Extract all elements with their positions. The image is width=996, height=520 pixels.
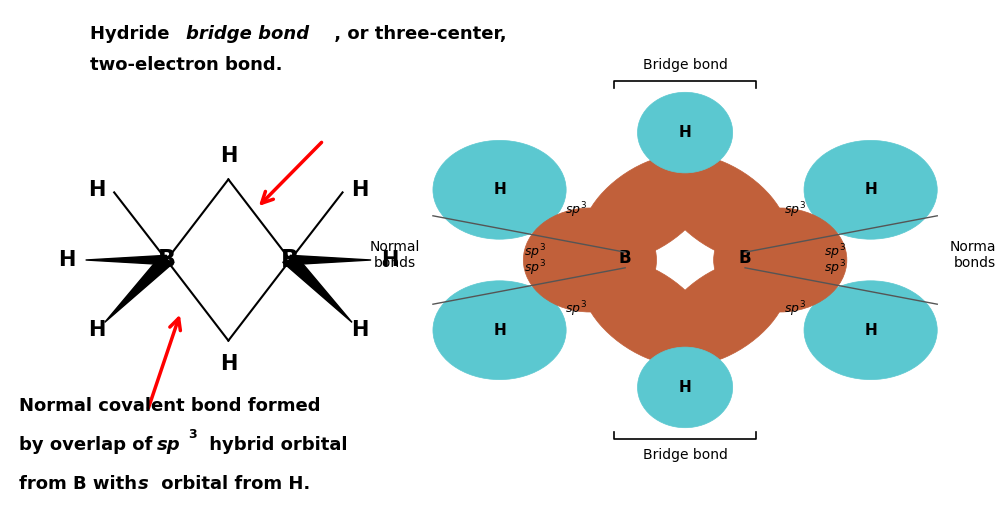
Text: B: B xyxy=(281,248,299,272)
Ellipse shape xyxy=(804,140,937,239)
Text: , or three-center,: , or three-center, xyxy=(329,25,507,43)
Text: Normal covalent bond formed: Normal covalent bond formed xyxy=(19,397,321,414)
Polygon shape xyxy=(105,258,174,322)
Text: H: H xyxy=(89,320,106,340)
Text: $sp^3$: $sp^3$ xyxy=(524,242,546,262)
Text: H: H xyxy=(865,323,877,337)
Ellipse shape xyxy=(637,347,733,427)
Polygon shape xyxy=(283,258,352,322)
Text: H: H xyxy=(351,320,369,340)
Text: H: H xyxy=(220,354,237,374)
Text: H: H xyxy=(865,183,877,197)
Text: sp: sp xyxy=(157,436,180,453)
Text: hybrid orbital: hybrid orbital xyxy=(202,436,348,453)
Text: H: H xyxy=(381,250,398,270)
Text: Hydride: Hydride xyxy=(91,25,176,43)
Text: H: H xyxy=(493,323,506,337)
Text: $sp^3$: $sp^3$ xyxy=(825,258,847,278)
Text: orbital from H.: orbital from H. xyxy=(155,475,311,492)
Text: Normal
bonds: Normal bonds xyxy=(950,240,996,270)
Text: from B with: from B with xyxy=(19,475,143,492)
Text: $sp^3$: $sp^3$ xyxy=(784,201,806,220)
Text: H: H xyxy=(220,146,237,166)
Text: 3: 3 xyxy=(188,427,197,441)
Ellipse shape xyxy=(637,93,733,173)
Text: s: s xyxy=(138,475,148,492)
Ellipse shape xyxy=(714,208,847,312)
Text: H: H xyxy=(493,183,506,197)
Text: bridge bond: bridge bond xyxy=(185,25,309,43)
Text: H: H xyxy=(678,125,691,140)
Ellipse shape xyxy=(433,140,566,239)
Text: H: H xyxy=(89,180,106,200)
Text: B: B xyxy=(739,250,751,267)
Text: $sp^3$: $sp^3$ xyxy=(784,300,806,319)
Text: Normal
bonds: Normal bonds xyxy=(370,240,420,270)
Ellipse shape xyxy=(804,281,937,380)
Text: $sp^3$: $sp^3$ xyxy=(524,258,546,278)
Text: B: B xyxy=(157,248,175,272)
Text: by overlap of: by overlap of xyxy=(19,436,158,453)
Ellipse shape xyxy=(583,155,712,261)
Text: $sp^3$: $sp^3$ xyxy=(565,300,587,319)
Text: Bridge bond: Bridge bond xyxy=(642,58,727,72)
Ellipse shape xyxy=(523,208,656,312)
Ellipse shape xyxy=(583,259,712,365)
Text: H: H xyxy=(678,380,691,395)
Text: $sp^3$: $sp^3$ xyxy=(825,242,847,262)
Ellipse shape xyxy=(658,155,788,261)
Ellipse shape xyxy=(433,281,566,380)
Text: $sp^3$: $sp^3$ xyxy=(565,201,587,220)
Text: H: H xyxy=(351,180,369,200)
Polygon shape xyxy=(290,255,372,265)
Polygon shape xyxy=(86,255,166,265)
Ellipse shape xyxy=(658,259,788,365)
Text: H: H xyxy=(58,250,76,270)
Text: two-electron bond.: two-electron bond. xyxy=(91,56,283,74)
Text: B: B xyxy=(619,250,631,267)
Text: Bridge bond: Bridge bond xyxy=(642,448,727,462)
